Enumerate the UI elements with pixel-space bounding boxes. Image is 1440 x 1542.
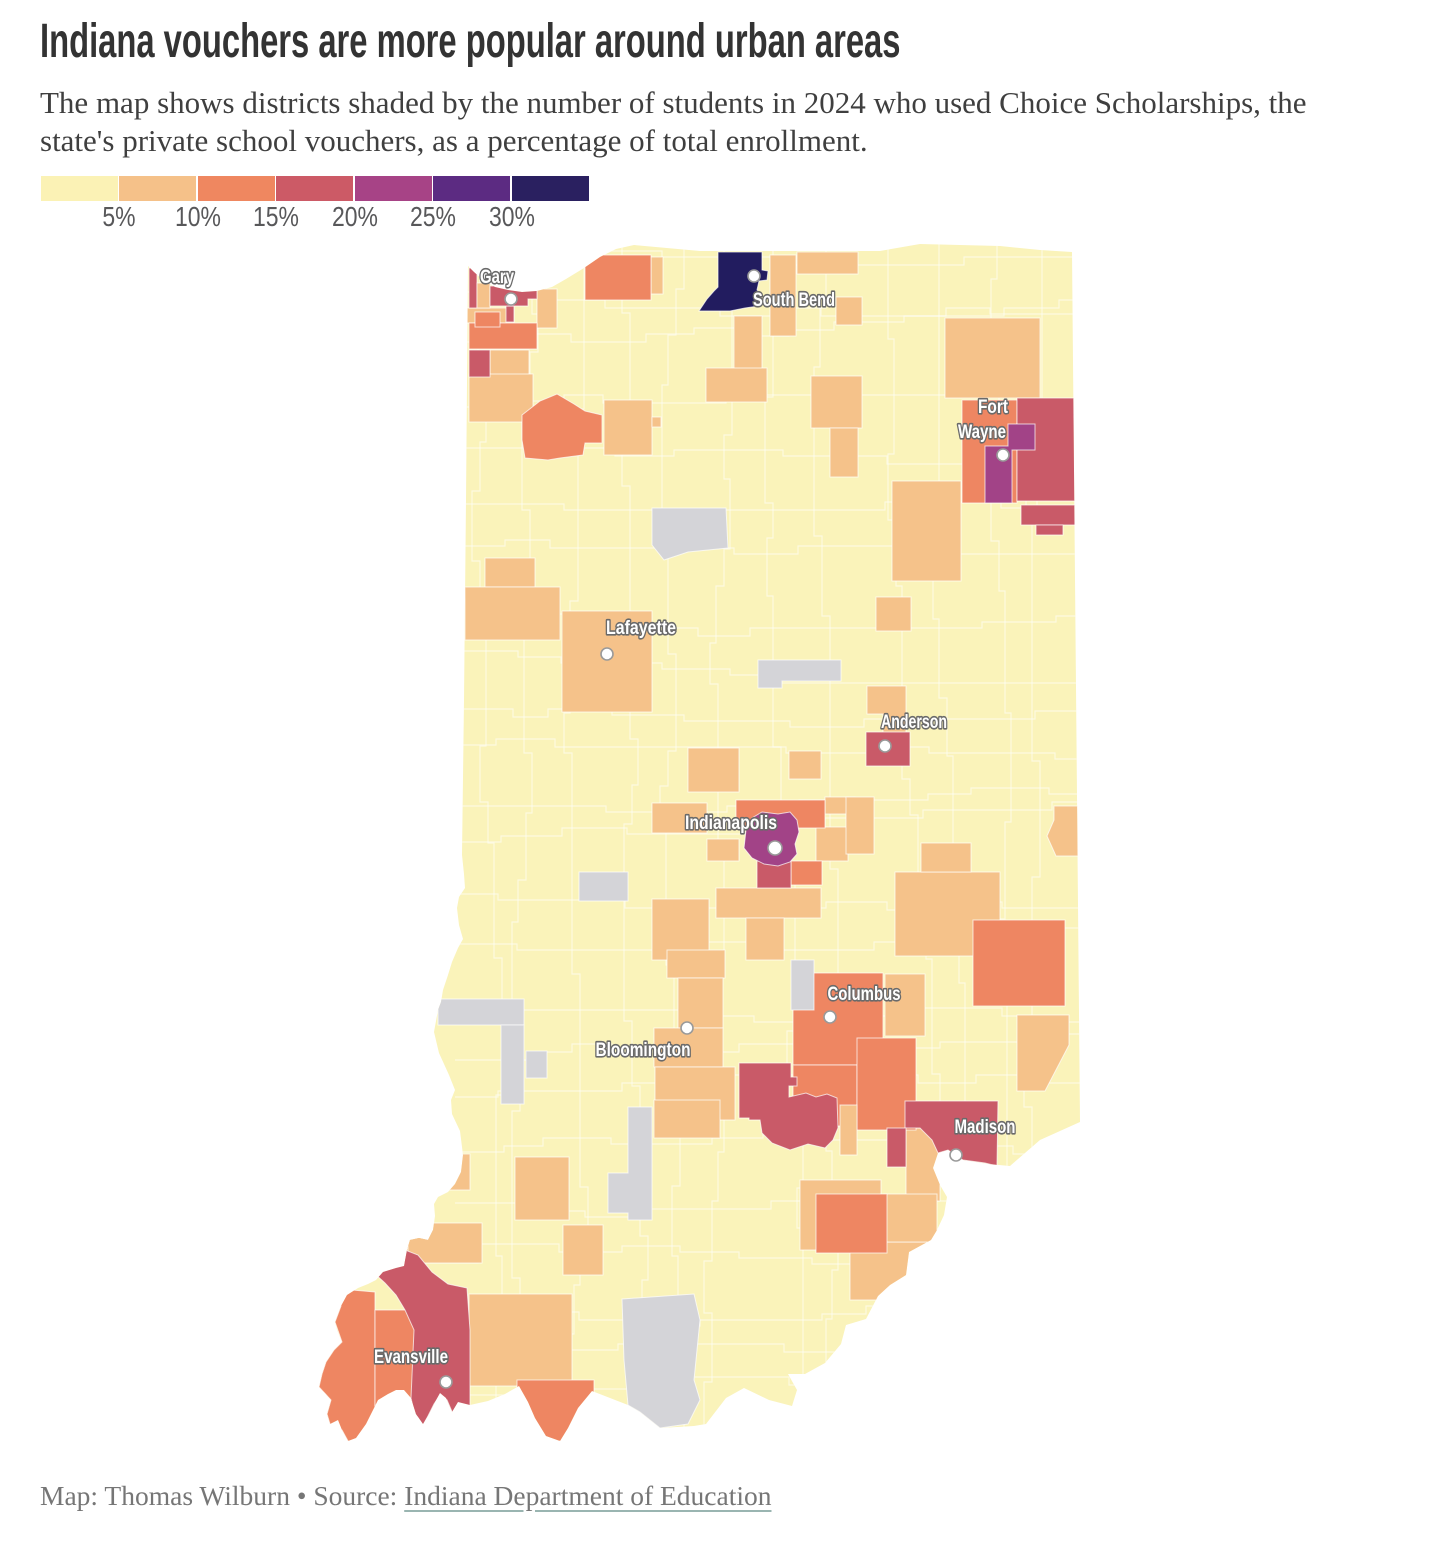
svg-text:Evansville: Evansville bbox=[374, 1347, 448, 1368]
svg-text:South Bend: South Bend bbox=[753, 290, 835, 311]
svg-text:Gary: Gary bbox=[480, 267, 514, 288]
svg-text:Wayne: Wayne bbox=[958, 422, 1006, 443]
svg-text:Bloomington: Bloomington bbox=[596, 1040, 691, 1061]
svg-text:Anderson: Anderson bbox=[881, 712, 947, 733]
svg-text:Indianapolis: Indianapolis bbox=[685, 813, 777, 834]
svg-text:Fort: Fort bbox=[978, 397, 1009, 418]
svg-text:Madison: Madison bbox=[955, 1117, 1016, 1138]
svg-text:Columbus: Columbus bbox=[828, 984, 901, 1005]
svg-text:Lafayette: Lafayette bbox=[606, 618, 676, 639]
